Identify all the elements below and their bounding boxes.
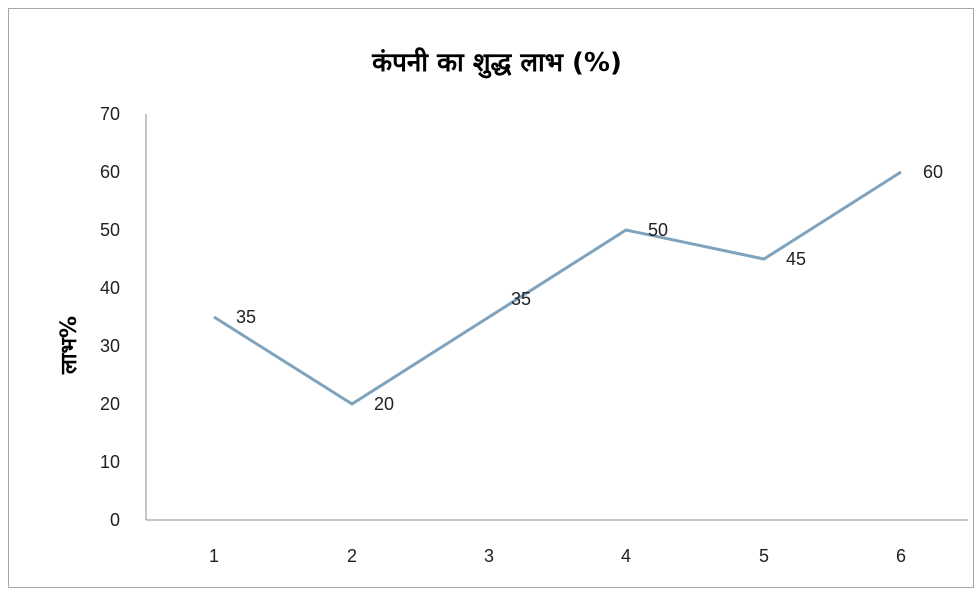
data-label: 45 [786, 249, 806, 269]
data-label: 60 [923, 162, 943, 182]
y-tick-label: 60 [100, 162, 120, 182]
data-label: 35 [511, 289, 531, 309]
series-layer [213, 170, 902, 406]
data-labels: 35 20 35 50 45 60 [236, 162, 943, 414]
data-label: 20 [374, 394, 394, 414]
chart-title: कंपनी का शुद्ध लाभ (%) [371, 47, 622, 79]
y-tick-label: 20 [100, 394, 120, 414]
data-label: 50 [648, 220, 668, 240]
y-tick-labels: 0 10 20 30 40 50 60 70 [100, 104, 120, 530]
y-tick-label: 0 [110, 510, 120, 530]
series-line [213, 170, 902, 406]
y-tick-label: 50 [100, 220, 120, 240]
x-tick-label: 2 [347, 546, 357, 566]
x-tick-label: 3 [484, 546, 494, 566]
y-tick-label: 10 [100, 452, 120, 472]
x-tick-label: 1 [209, 546, 219, 566]
data-label: 35 [236, 307, 256, 327]
y-axis-label: लाभ% [57, 316, 82, 375]
x-tick-label: 6 [896, 546, 906, 566]
x-tick-label: 5 [759, 546, 769, 566]
y-tick-label: 70 [100, 104, 120, 124]
x-tick-label: 4 [621, 546, 631, 566]
chart-frame [8, 8, 974, 588]
x-tick-labels: 1 2 3 4 5 6 [209, 546, 906, 566]
y-tick-label: 30 [100, 336, 120, 356]
y-tick-label: 40 [100, 278, 120, 298]
